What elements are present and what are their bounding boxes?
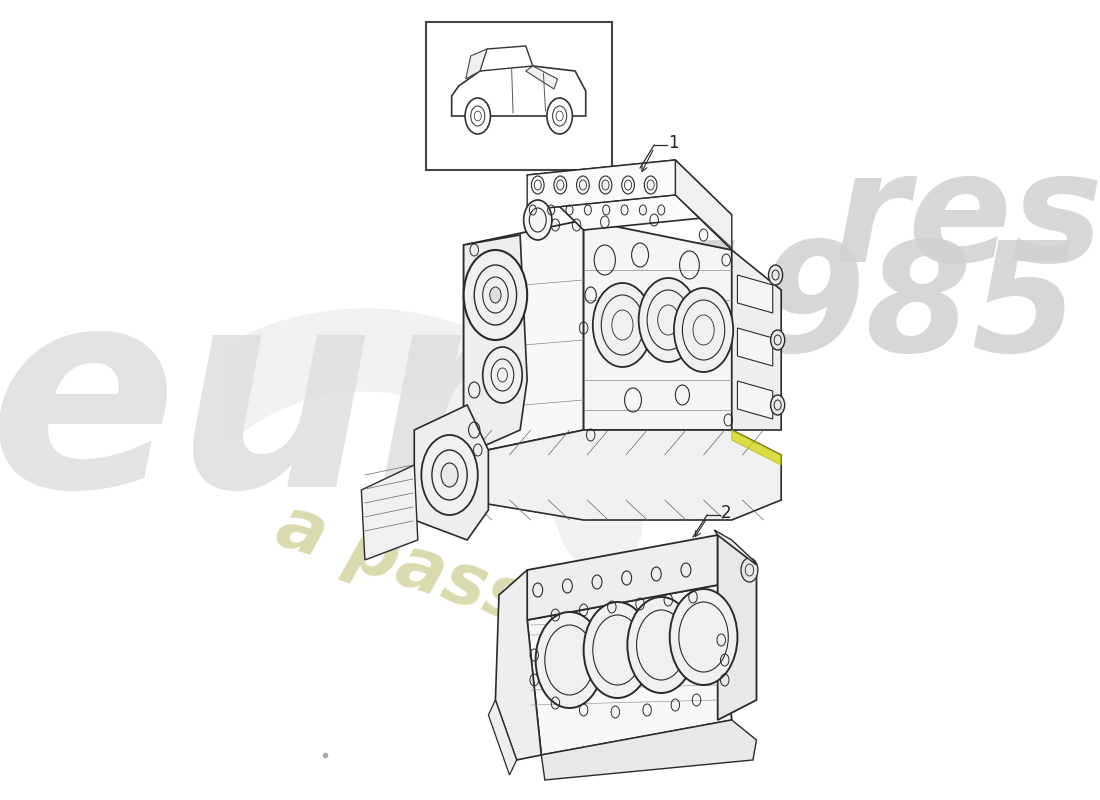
Polygon shape xyxy=(527,160,675,210)
Polygon shape xyxy=(415,405,488,540)
Circle shape xyxy=(536,612,604,708)
Polygon shape xyxy=(361,465,418,560)
Polygon shape xyxy=(452,66,585,116)
Polygon shape xyxy=(584,220,732,430)
Polygon shape xyxy=(541,720,757,780)
Circle shape xyxy=(741,558,758,582)
Circle shape xyxy=(576,176,590,194)
Polygon shape xyxy=(675,160,732,250)
Text: 1985: 1985 xyxy=(653,235,1078,385)
Polygon shape xyxy=(737,328,772,366)
Circle shape xyxy=(531,176,544,194)
Polygon shape xyxy=(526,66,558,89)
Text: a passion fo: a passion fo xyxy=(268,491,758,709)
Polygon shape xyxy=(464,430,781,520)
Polygon shape xyxy=(464,235,527,455)
Circle shape xyxy=(584,602,651,698)
Polygon shape xyxy=(527,160,732,230)
Circle shape xyxy=(441,463,458,487)
Circle shape xyxy=(490,287,502,303)
Polygon shape xyxy=(527,585,732,755)
Polygon shape xyxy=(717,535,757,720)
Polygon shape xyxy=(732,430,781,465)
Text: 1: 1 xyxy=(669,134,679,152)
Text: eurc: eurc xyxy=(0,275,676,545)
Polygon shape xyxy=(527,535,717,620)
Circle shape xyxy=(771,395,784,415)
Circle shape xyxy=(547,98,572,134)
Polygon shape xyxy=(714,530,757,565)
Text: res: res xyxy=(833,146,1100,294)
Circle shape xyxy=(464,250,527,340)
Circle shape xyxy=(524,200,552,240)
Circle shape xyxy=(483,347,522,403)
Circle shape xyxy=(639,278,697,362)
Polygon shape xyxy=(737,275,772,313)
Polygon shape xyxy=(737,381,772,419)
Circle shape xyxy=(674,288,734,372)
Circle shape xyxy=(645,176,657,194)
Polygon shape xyxy=(480,46,532,71)
Circle shape xyxy=(600,176,612,194)
Circle shape xyxy=(771,330,784,350)
Polygon shape xyxy=(465,49,487,79)
Circle shape xyxy=(670,589,737,685)
Circle shape xyxy=(421,435,477,515)
Text: 2: 2 xyxy=(722,504,732,522)
Circle shape xyxy=(627,597,695,693)
Polygon shape xyxy=(488,700,517,775)
Circle shape xyxy=(554,176,566,194)
Circle shape xyxy=(621,176,635,194)
Circle shape xyxy=(593,283,652,367)
Polygon shape xyxy=(495,570,541,760)
Polygon shape xyxy=(732,250,781,430)
Circle shape xyxy=(769,265,782,285)
Circle shape xyxy=(465,98,491,134)
Polygon shape xyxy=(426,22,612,170)
Polygon shape xyxy=(464,220,584,455)
